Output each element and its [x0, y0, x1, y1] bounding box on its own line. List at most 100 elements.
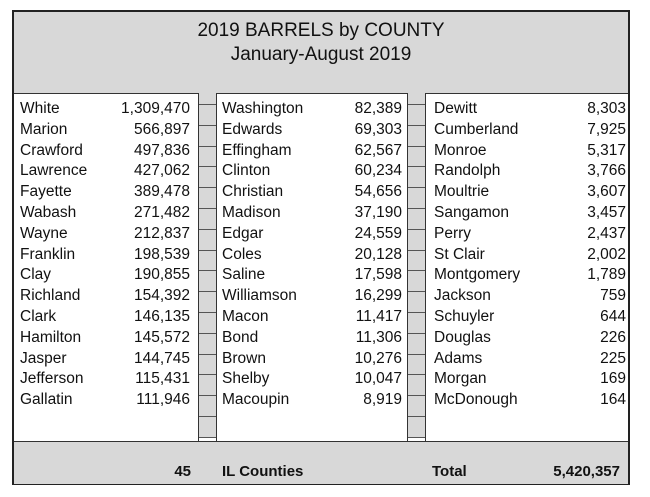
county-name: St Clair [434, 245, 485, 263]
county-name: Dewitt [434, 100, 478, 117]
county-column-1: White 1,309,470 Marion 566,897 Crawford 497,8… [20, 99, 190, 411]
separator-cell [408, 167, 425, 189]
barrel-count: 54,656 [354, 183, 402, 201]
barrel-count: 389,478 [133, 183, 190, 201]
barrel-count: 145,572 [133, 328, 190, 346]
table-row: Clark 146,135 [20, 307, 190, 328]
barrel-count: 198,539 [133, 245, 190, 263]
barrel-count: 644 [600, 307, 626, 325]
separator-cell [199, 146, 216, 168]
separator-cell [199, 93, 216, 105]
table-row: Edgar 24,559 [222, 224, 402, 245]
county-name: Coles [222, 245, 262, 263]
table-subtitle: January-August 2019 [230, 44, 412, 65]
table-row: Cumberland 7,925 [434, 120, 626, 141]
county-name: Christian [222, 183, 284, 201]
county-name: Montgomery [434, 266, 521, 284]
table-row: Perry 2,437 [434, 224, 626, 245]
county-name: Clark [20, 307, 57, 325]
table-row: Marion 566,897 [20, 120, 190, 141]
county-name: Monroe [434, 141, 487, 159]
table-row: Sangamon 3,457 [434, 203, 626, 224]
county-name: Macoupin [222, 391, 290, 409]
table-row: Lawrence 427,062 [20, 161, 190, 182]
table-row: Richland 154,392 [20, 286, 190, 307]
separator-cell [199, 375, 216, 397]
barrel-count: 759 [600, 287, 626, 305]
county-name: Edwards [222, 120, 283, 138]
county-name: Lawrence [20, 162, 88, 180]
county-name: Williamson [222, 287, 297, 305]
barrel-count: 24,559 [354, 224, 402, 242]
county-name: McDonough [434, 391, 518, 409]
county-name: Sangamon [434, 203, 509, 221]
county-name: Wabash [20, 203, 77, 221]
barrel-count: 2,437 [587, 224, 626, 242]
barrel-count: 566,897 [133, 120, 190, 138]
county-name: Fayette [20, 183, 72, 201]
separator-cell [199, 416, 216, 438]
table-row: Adams 225 [434, 349, 626, 370]
barrel-count: 10,047 [354, 370, 402, 388]
table-row: Moultrie 3,607 [434, 182, 626, 203]
barrel-count: 144,745 [133, 349, 190, 367]
barrel-count: 69,303 [354, 120, 402, 138]
table-row: Monroe 5,317 [434, 141, 626, 162]
county-name: Cumberland [434, 120, 519, 138]
separator-cell [408, 93, 425, 105]
barrel-count: 60,234 [354, 162, 402, 180]
separator-cell [408, 250, 425, 272]
separator-cell [199, 250, 216, 272]
separator-cell [199, 396, 216, 417]
table-header: 2019 BARRELS by COUNTY January-August 20… [14, 12, 628, 94]
total-value: 5,420,357 [553, 463, 620, 480]
table-row: Christian 54,656 [222, 182, 402, 203]
barrel-count: 3,766 [587, 162, 626, 180]
table-row: St Clair 2,002 [434, 245, 626, 266]
barrel-count: 20,128 [354, 245, 402, 263]
table-row: Macoupin 8,919 [222, 390, 402, 411]
county-name: Hamilton [20, 328, 82, 346]
county-name: Edgar [222, 224, 264, 242]
table-row: Hamilton 145,572 [20, 328, 190, 349]
table-row: Gallatin 111,946 [20, 390, 190, 411]
county-name: Bond [222, 328, 259, 346]
separator-cell [408, 188, 425, 209]
table-row: Douglas 226 [434, 328, 626, 349]
county-name: Wayne [20, 224, 68, 242]
county-name: Richland [20, 287, 81, 305]
barrel-count: 11,306 [355, 328, 402, 346]
county-name: Morgan [434, 370, 487, 388]
table-row: Franklin 198,539 [20, 245, 190, 266]
barrel-count: 7,925 [587, 120, 626, 138]
table-row: Jackson 759 [434, 286, 626, 307]
barrel-count: 212,837 [133, 224, 190, 242]
table-row: Wabash 271,482 [20, 203, 190, 224]
separator-cell [199, 354, 216, 376]
barrel-count: 271,482 [133, 203, 190, 221]
table-row: Jefferson 115,431 [20, 369, 190, 390]
separator-cell [408, 396, 425, 417]
county-name: Perry [434, 224, 472, 242]
separator-cell [199, 292, 216, 313]
separator-cell [408, 292, 425, 313]
separator-cell [408, 375, 425, 397]
county-name: Schuyler [434, 307, 495, 325]
separator-cell [199, 167, 216, 189]
county-name: Washington [222, 100, 304, 117]
county-name: Effingham [222, 141, 292, 159]
total-label: Total [432, 463, 467, 480]
table-row: Clinton 60,234 [222, 161, 402, 182]
barrel-count: 169 [600, 370, 626, 388]
barrel-count: 62,567 [354, 141, 402, 159]
county-name: Randolph [434, 162, 501, 180]
barrel-count: 82,389 [354, 100, 402, 117]
barrel-count: 154,392 [133, 287, 190, 305]
table-row: Schuyler 644 [434, 307, 626, 328]
separator-cell [408, 146, 425, 168]
separator-cell [408, 208, 425, 230]
barrel-count: 497,836 [133, 141, 190, 159]
separator-cell [408, 105, 425, 126]
separator-cell [408, 333, 425, 355]
county-name: Macon [222, 307, 269, 325]
